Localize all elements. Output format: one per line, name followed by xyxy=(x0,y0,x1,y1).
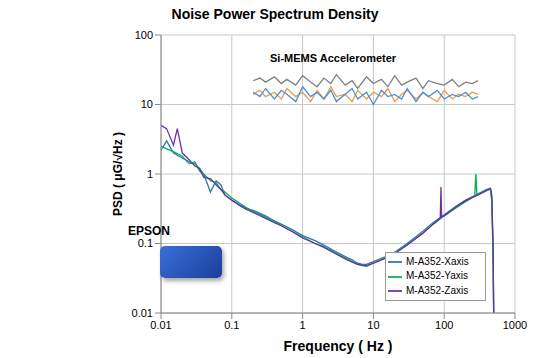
html-text:M-A352-Zaxis: M-A352-Zaxis xyxy=(406,284,469,296)
svg-text:10: 10 xyxy=(367,319,379,331)
svg-text:PSD ( μG/√Hz ): PSD ( μG/√Hz ) xyxy=(111,132,125,216)
svg-text:0.01: 0.01 xyxy=(132,307,153,319)
svg-text:0.01: 0.01 xyxy=(150,319,171,331)
svg-text:Frequency ( Hz ): Frequency ( Hz ) xyxy=(284,338,393,354)
html-text:Noise Power Spectrum Density: Noise Power Spectrum Density xyxy=(171,6,379,22)
svg-text:1: 1 xyxy=(147,168,153,180)
html-text:EPSON: EPSON xyxy=(128,224,170,238)
svg-text:10: 10 xyxy=(141,98,153,110)
html-text:Si-MEMS Accelerometer: Si-MEMS Accelerometer xyxy=(270,52,397,64)
svg-text:100: 100 xyxy=(135,29,153,41)
svg-text:0.1: 0.1 xyxy=(224,319,239,331)
svg-text:0.1: 0.1 xyxy=(138,237,153,249)
html-text:M-A352-Xaxis: M-A352-Xaxis xyxy=(406,256,469,267)
svg-text:100: 100 xyxy=(435,319,453,331)
svg-text:1: 1 xyxy=(300,319,306,331)
html-text:M-A352-Yaxis: M-A352-Yaxis xyxy=(406,270,469,282)
svg-text:1000: 1000 xyxy=(503,319,527,331)
